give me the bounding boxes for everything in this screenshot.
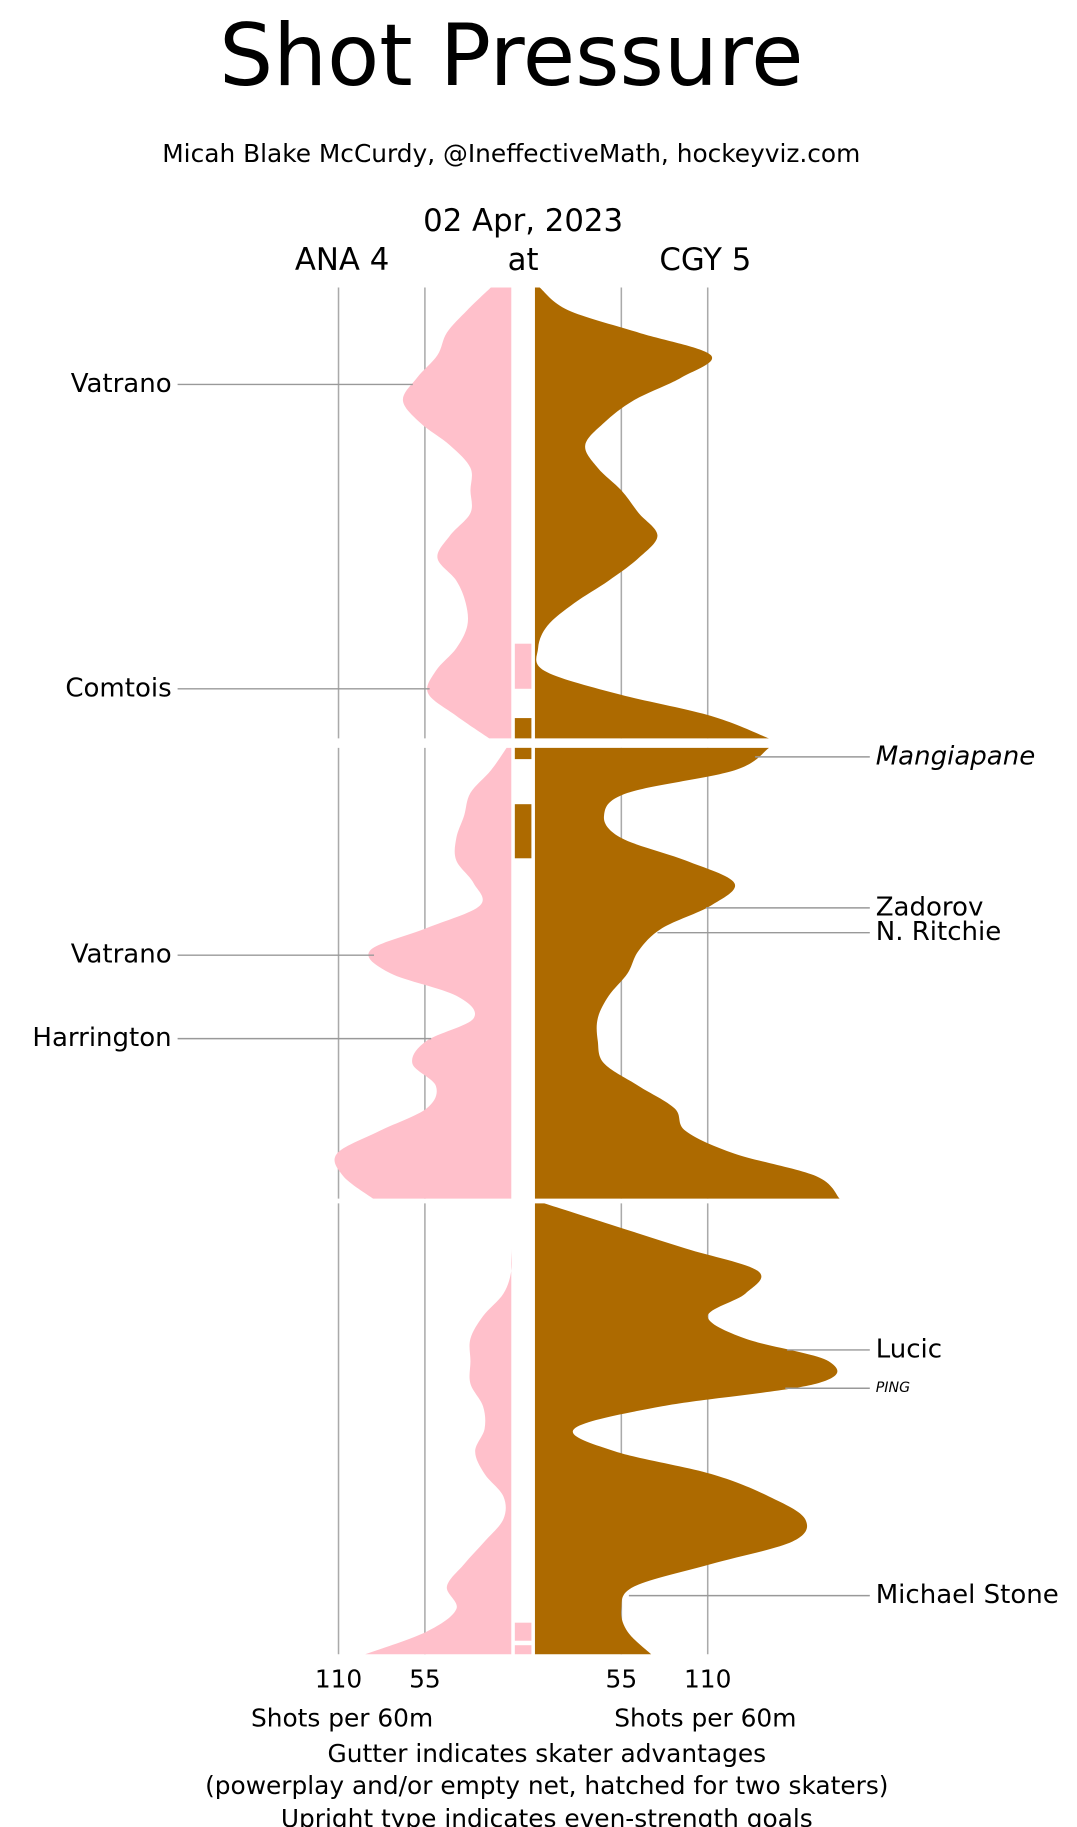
shot-area [365, 1203, 512, 1655]
gutter-advantage [514, 804, 532, 859]
shot-area [534, 287, 769, 739]
shot-area [334, 747, 512, 1199]
note: (powerplay and/or empty net, hatched for… [205, 1771, 888, 1800]
x-tick-label: 110 [684, 1664, 731, 1693]
gutter-advantage [514, 1645, 532, 1655]
gutter-advantage [514, 1622, 532, 1641]
goal-label: Comtois [65, 673, 171, 703]
x-axis-label: Shots per 60m [614, 1703, 796, 1732]
gutter-advantage [514, 718, 532, 739]
goal-label: Vatrano [71, 369, 172, 399]
goal-label: Michael Stone [876, 1580, 1059, 1610]
goal-label: Harrington [32, 1023, 171, 1053]
x-tick-label: 55 [409, 1664, 441, 1693]
goal-label: Lucic [876, 1334, 942, 1364]
gutter-advantage [514, 747, 532, 760]
home-team: CGY 5 [659, 242, 751, 278]
shot-area [534, 747, 840, 1199]
goal-label: Mangiapane [876, 741, 1036, 771]
shot-area [534, 1203, 838, 1655]
note: Upright type indicates even-strength goa… [281, 1804, 813, 1827]
gutter-advantage [514, 643, 532, 689]
goal-label: N. Ritchie [876, 917, 1002, 947]
goal-label: Vatrano [71, 940, 172, 970]
note: Gutter indicates skater advantages [328, 1739, 767, 1768]
game-date: 02 Apr, 2023 [423, 203, 623, 239]
shot-area [402, 287, 512, 739]
chart-title: Shot Pressure [219, 7, 803, 106]
x-tick-label: 55 [606, 1664, 638, 1693]
at-label: at [508, 242, 539, 278]
goal-label: Zadorov [876, 892, 984, 922]
subtitle: Micah Blake McCurdy, @IneffectiveMath, h… [162, 139, 860, 168]
x-axis-label: Shots per 60m [251, 1703, 433, 1732]
away-team: ANA 4 [295, 242, 389, 278]
x-tick-label: 110 [315, 1664, 362, 1693]
goal-label: PING [876, 1380, 910, 1396]
